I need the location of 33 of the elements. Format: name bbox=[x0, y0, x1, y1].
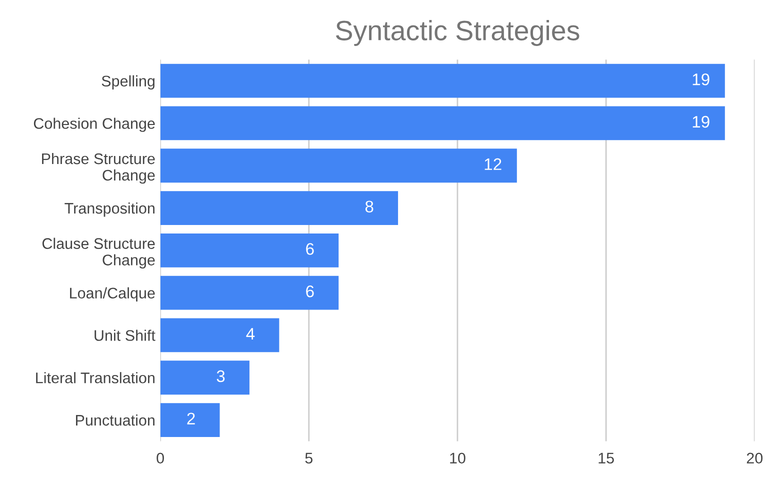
bar bbox=[160, 403, 220, 437]
y-tick-label: Loan/Calque bbox=[70, 287, 155, 302]
bar bbox=[160, 276, 339, 310]
bar bbox=[160, 106, 725, 140]
bar bbox=[160, 360, 250, 395]
data-label: 12 bbox=[484, 158, 502, 170]
y-tick-label: Phrase Structure Change bbox=[42, 152, 155, 184]
bar bbox=[160, 318, 280, 352]
data-label: 19 bbox=[692, 73, 710, 86]
data-label: 4 bbox=[246, 328, 255, 340]
x-tick-label: 5 bbox=[305, 452, 312, 464]
chart-title: Syntactic Strategies bbox=[336, 20, 580, 46]
y-tick-label: Spelling bbox=[102, 75, 154, 90]
data-label: 19 bbox=[692, 116, 710, 128]
y-tick-label: Clause Structure Change bbox=[42, 238, 155, 268]
y-tick-label: Punctuation bbox=[76, 414, 154, 426]
bar bbox=[160, 191, 398, 225]
data-label: 3 bbox=[216, 370, 225, 382]
data-label: 6 bbox=[306, 243, 314, 255]
x-tick-label: 10 bbox=[450, 452, 466, 464]
y-tick-label: Literal Translation bbox=[36, 372, 154, 384]
x-tick-label: 20 bbox=[746, 452, 763, 464]
y-tick-label: Unit Shift bbox=[94, 330, 156, 341]
y-tick-label: Transposition bbox=[64, 202, 154, 217]
data-label: 6 bbox=[306, 285, 314, 298]
x-tick-label: 0 bbox=[156, 452, 164, 464]
bar bbox=[160, 233, 339, 268]
x-tick-label: 15 bbox=[598, 452, 614, 464]
y-tick-label: Cohesion Change bbox=[34, 118, 155, 132]
data-label: 2 bbox=[187, 412, 195, 424]
bar bbox=[160, 148, 517, 183]
bar bbox=[160, 64, 725, 98]
data-label: 8 bbox=[365, 200, 374, 212]
